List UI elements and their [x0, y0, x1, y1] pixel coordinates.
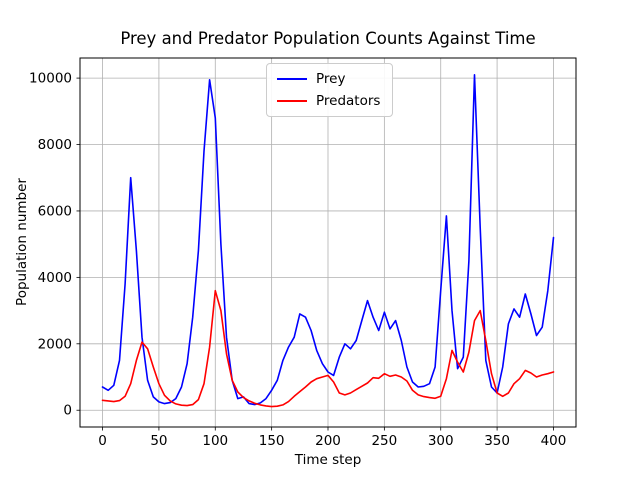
legend-label-predators: Predators: [316, 93, 381, 109]
x-tick-label: 50: [150, 433, 167, 449]
x-tick-label: 350: [484, 433, 510, 449]
prey-line: [101, 74, 555, 406]
y-tick-label: 0: [63, 403, 72, 419]
x-tick-label: 0: [98, 433, 107, 449]
y-tick-label: 2000: [38, 336, 72, 352]
x-tick-label: 150: [259, 433, 285, 449]
x-axis-label: Time step: [294, 452, 362, 468]
y-tick-label: 4000: [38, 270, 72, 286]
chart-title: Prey and Predator Population Counts Agai…: [120, 29, 536, 48]
predators-line: [101, 289, 555, 408]
x-tick-label: 200: [315, 433, 341, 449]
x-tick-label: 400: [541, 433, 567, 449]
y-tick-label: 8000: [38, 137, 72, 153]
predators-line-swatch: [277, 100, 307, 102]
y-tick-label: 10000: [29, 71, 72, 87]
y-tick-label: 6000: [38, 203, 72, 219]
prey-line-swatch: [277, 78, 307, 80]
x-tick-label: 250: [371, 433, 397, 449]
legend-label-prey: Prey: [316, 71, 346, 87]
legend: Prey Predators: [266, 63, 394, 117]
x-tick-label: 100: [202, 433, 228, 449]
legend-entry-predators: Predators: [277, 93, 380, 109]
y-axis-label: Population number: [14, 178, 30, 306]
x-tick-label: 300: [428, 433, 454, 449]
legend-entry-prey: Prey: [277, 71, 380, 87]
